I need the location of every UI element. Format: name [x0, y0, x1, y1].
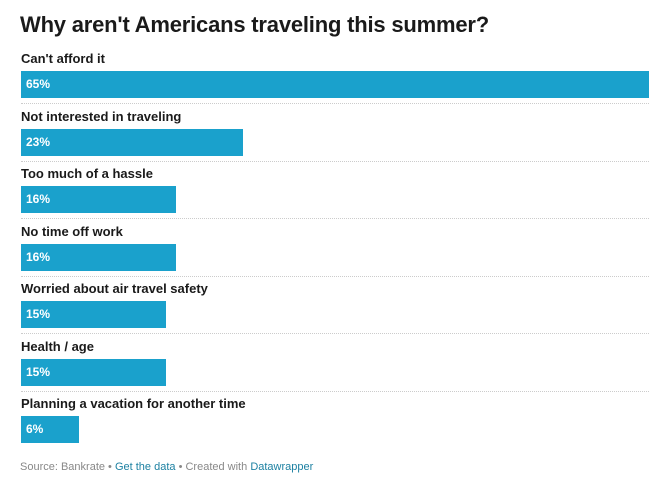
- separator: •: [105, 461, 115, 473]
- row-divider: [21, 160, 649, 162]
- bar-row: Not interested in traveling 23%: [21, 108, 649, 166]
- source-text: Source: Bankrate: [20, 461, 105, 473]
- row-divider: [21, 218, 649, 219]
- row-divider: [21, 333, 649, 334]
- bar: [21, 71, 649, 98]
- get-data-link[interactable]: Get the data: [114, 461, 176, 473]
- category-label: Planning a vacation for another time: [21, 396, 246, 411]
- category-label: Not interested in traveling: [21, 108, 182, 124]
- category-label: Worried about air travel safety: [21, 281, 208, 296]
- separator: •: [175, 461, 186, 473]
- footer: Source: Bankrate • Get the data • Create…: [20, 461, 313, 473]
- datawrapper-link[interactable]: Datawrapper: [250, 461, 314, 473]
- bar: [21, 128, 244, 156]
- value-label: 65%: [26, 77, 51, 91]
- value-label: 15%: [26, 364, 51, 379]
- value-label: 16%: [26, 249, 51, 264]
- chart-title: Why aren't Americans traveling this summ…: [20, 12, 489, 37]
- value-label: 23%: [26, 134, 51, 149]
- row-divider: [21, 390, 649, 392]
- bar-row: Too much of a hassle 16%: [21, 165, 649, 223]
- category-label: Too much of a hassle: [21, 166, 153, 181]
- bar-row: Planning a vacation for another time 6%: [21, 395, 649, 453]
- bar-chart: Can't afford it 65% Not interested in trav…: [21, 50, 649, 453]
- row-divider: [21, 275, 649, 277]
- value-label: 6%: [26, 422, 44, 436]
- bar: [21, 416, 79, 443]
- category-label: Can't afford it: [21, 51, 105, 66]
- row-divider: [21, 103, 649, 104]
- created-with-text: Created with: [185, 461, 248, 473]
- bar: [21, 243, 176, 271]
- bar: [21, 301, 166, 328]
- bar: [21, 358, 166, 386]
- bar: [21, 186, 176, 213]
- bar-row: Can't afford it 65%: [21, 50, 649, 108]
- category-label: Health / age: [21, 338, 94, 354]
- value-label: 16%: [26, 192, 51, 206]
- bar-row: Health / age 15%: [21, 338, 649, 396]
- category-label: No time off work: [21, 223, 123, 239]
- value-label: 15%: [26, 307, 51, 321]
- bar-row: Worried about air travel safety 15%: [21, 280, 649, 338]
- bar-row: No time off work 16%: [21, 223, 649, 281]
